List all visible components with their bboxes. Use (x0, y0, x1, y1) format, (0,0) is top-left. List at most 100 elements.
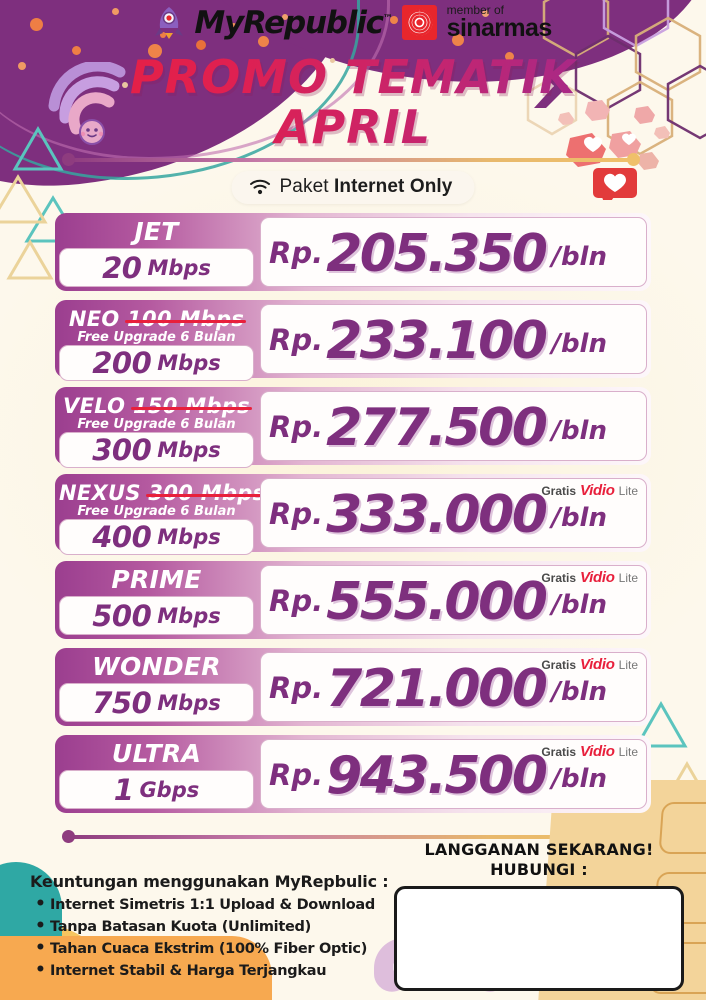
speed-number: 200 (92, 346, 152, 380)
speed-number: 400 (92, 520, 152, 554)
cta-section: LANGGANAN SEKARANG! HUBUNGI : (394, 840, 684, 991)
price-box: Gratis Vidio Lite Rp. 721.000/bln (260, 652, 647, 722)
currency-label: Rp. (269, 236, 324, 270)
upgrade-note: Free Upgrade 6 Bulan (77, 330, 236, 345)
package-speed: 400 Mbps (59, 519, 254, 555)
price-amount: 555.000 (326, 572, 548, 632)
package-name: JET (134, 217, 179, 246)
package-speed: 300 Mbps (59, 432, 254, 468)
divider-dot-left (62, 153, 75, 166)
old-speed-strikethrough: 150 Mbps (130, 391, 252, 421)
package-name: PRIME (111, 565, 202, 594)
sinarmas-spiral-icon (405, 9, 433, 36)
benefit-item: Internet Simetris 1:1 Upload & Download (30, 893, 410, 916)
gratis-vidio-badge: Gratis Vidio Lite (541, 569, 638, 586)
price-amount: 277.500 (326, 398, 548, 458)
title-line-2: APRIL (0, 102, 706, 152)
price-period: /bln (551, 416, 607, 446)
cta-line-1: LANGGANAN SEKARANG! (424, 840, 654, 859)
price-period: /bln (551, 329, 607, 359)
price-period: /bln (551, 590, 607, 620)
package-name: NEXUS 300 Mbps (59, 478, 268, 508)
price-box: Rp. 205.350/bln (260, 217, 647, 287)
package-speed: 500 Mbps (59, 596, 254, 635)
divider-dot-right (627, 153, 640, 166)
benefit-item: Internet Stabil & Harga Terjangkau (30, 959, 410, 982)
price-period: /bln (551, 677, 607, 707)
benefits-list: Internet Simetris 1:1 Upload & DownloadT… (30, 893, 410, 982)
old-speed-strikethrough: 300 Mbps (146, 478, 268, 508)
price-amount: 233.100 (326, 311, 548, 371)
page-title: PROMO TEMATIK APRIL (0, 52, 706, 152)
upgrade-note: Free Upgrade 6 Bulan (77, 504, 236, 519)
package-info: NEO 100 Mbps Free Upgrade 6 Bulan 200 Mbps (59, 304, 254, 381)
speed-unit: Gbps (139, 777, 200, 802)
package-info: JET 20 Mbps (59, 217, 254, 287)
package-info: ULTRA 1 Gbps (59, 739, 254, 809)
logo-row: MyRepublic™ member of sinarmas (0, 4, 706, 41)
speed-number: 300 (92, 433, 152, 467)
speed-unit: Mbps (157, 603, 221, 628)
paket-internet-only-badge: Paket Internet Only (231, 171, 475, 204)
vidio-logo-text: Vidio (580, 656, 615, 673)
price-row[interactable]: ULTRA 1 Gbps Gratis Vidio Lite Rp. 943.500/bln (55, 735, 651, 813)
upgrade-note: Free Upgrade 6 Bulan (77, 417, 236, 432)
price-row[interactable]: WONDER 750 Mbps Gratis Vidio Lite Rp. 721.000/b… (55, 648, 651, 726)
speed-unit: Mbps (157, 438, 221, 462)
price-box: Rp. 277.500/bln (260, 391, 647, 461)
speed-unit: Mbps (157, 525, 221, 549)
currency-label: Rp. (269, 584, 324, 618)
price-row[interactable]: NEO 100 Mbps Free Upgrade 6 Bulan 200 Mbps R… (55, 300, 651, 381)
gratis-vidio-badge: Gratis Vidio Lite (541, 482, 638, 499)
gratis-label: Gratis (541, 658, 577, 672)
currency-label: Rp. (269, 497, 324, 531)
price-box: Gratis Vidio Lite Rp. 943.500/bln (260, 739, 647, 809)
price-box: Rp. 233.100/bln (260, 304, 647, 374)
vidio-logo-text: Vidio (580, 569, 615, 586)
triangle-decoration (0, 174, 48, 224)
gratis-vidio-badge: Gratis Vidio Lite (541, 656, 638, 673)
gratis-vidio-badge: Gratis Vidio Lite (541, 743, 638, 760)
benefits-heading: Keuntungan menggunakan MyRepbulic : (30, 872, 389, 891)
package-name: WONDER (92, 652, 221, 681)
speed-number: 20 (102, 250, 142, 285)
package-name: NEO 100 Mbps (59, 304, 254, 334)
package-name: VELO 150 Mbps (59, 391, 254, 421)
package-name: ULTRA (111, 739, 202, 768)
speed-number: 750 (92, 685, 152, 720)
price-box: Gratis Vidio Lite Rp. 555.000/bln (260, 565, 647, 635)
price-amount: 943.500 (326, 746, 548, 806)
lite-label: Lite (618, 658, 638, 672)
sinarmas-logo-text: member of sinarmas (447, 4, 553, 41)
package-speed: 750 Mbps (59, 683, 254, 722)
speed-number: 1 (113, 772, 134, 807)
benefit-item: Tanpa Batasan Kuota (Unlimited) (30, 915, 410, 938)
lite-label: Lite (618, 745, 638, 759)
price-period: /bln (551, 764, 607, 794)
paket-label: Paket Internet Only (279, 176, 453, 197)
speed-number: 500 (92, 598, 152, 633)
contact-info-box[interactable] (394, 886, 684, 991)
rocket-icon (155, 6, 184, 39)
price-amount: 333.000 (326, 485, 548, 545)
benefit-item: Tahan Cuaca Ekstrim (100% Fiber Optic) (30, 937, 410, 960)
trademark-symbol: ™ (382, 13, 393, 25)
package-speed: 200 Mbps (59, 345, 254, 381)
gratis-label: Gratis (541, 571, 577, 585)
package-speed: 20 Mbps (59, 248, 254, 287)
price-amount: 721.000 (326, 659, 548, 719)
price-row[interactable]: VELO 150 Mbps Free Upgrade 6 Bulan 300 Mbps… (55, 387, 651, 468)
price-row[interactable]: NEXUS 300 Mbps Free Upgrade 6 Bulan 400 Mbp… (55, 474, 651, 555)
title-divider (68, 158, 633, 162)
gratis-label: Gratis (541, 484, 577, 498)
price-row[interactable]: JET 20 Mbps Rp. 205.350/bln (55, 213, 651, 291)
package-info: VELO 150 Mbps Free Upgrade 6 Bulan 300 Mbps (59, 391, 254, 468)
price-amount: 205.350 (326, 224, 548, 284)
speed-unit: Mbps (157, 351, 221, 375)
price-row[interactable]: PRIME 500 Mbps Gratis Vidio Lite Rp. 555.000/bl… (55, 561, 651, 639)
confetti-dot (196, 40, 206, 50)
currency-label: Rp. (269, 323, 324, 357)
triangle-decoration (662, 761, 706, 804)
cta-line-2: HUBUNGI : (490, 860, 588, 879)
